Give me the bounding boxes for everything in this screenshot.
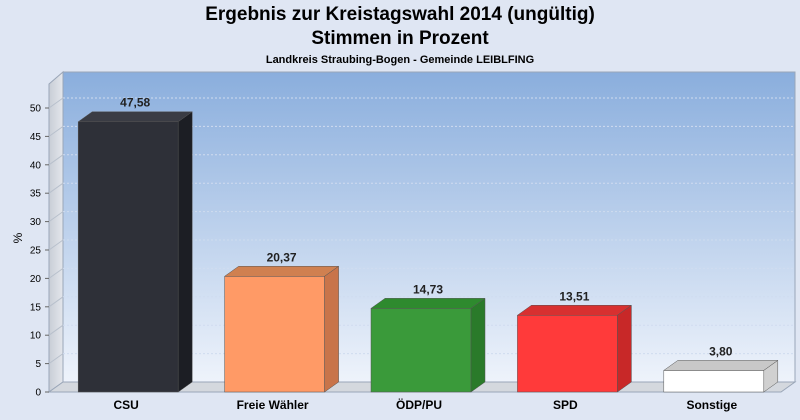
y-tick-label: 30	[30, 217, 42, 228]
bar-front	[77, 121, 179, 393]
gridline-side	[48, 125, 64, 137]
gridline-side	[48, 154, 64, 166]
bar-side	[177, 111, 193, 393]
x-tick-label: Freie Wähler	[237, 398, 309, 412]
chart-title-line2: Stimmen in Prozent	[311, 28, 489, 49]
bar-front	[224, 276, 325, 393]
gridline-side	[48, 296, 64, 308]
bar-side	[470, 297, 486, 393]
x-tick-label: SPD	[553, 398, 578, 412]
y-axis-ticks: 0 5 10 15 20 25 30 35 40 45 50	[30, 104, 49, 399]
x-axis-categories: CSU Freie Wähler ÖDP/PU SPD Sonstige	[114, 397, 738, 412]
bar-side	[324, 265, 339, 393]
gridline-side	[48, 324, 64, 336]
gridline-side	[48, 239, 64, 251]
chart-subtitle: Landkreis Straubing-Bogen - Gemeinde LEI…	[265, 54, 535, 66]
bar-side	[617, 304, 632, 393]
data-label: 14,73	[413, 282, 443, 296]
gridline-side	[48, 211, 64, 223]
y-tick-label: 40	[30, 160, 42, 171]
bars	[77, 111, 779, 393]
y-tick-label: 15	[30, 302, 42, 313]
data-label: 13,51	[559, 289, 589, 303]
bar	[77, 111, 193, 393]
bar-top	[663, 360, 779, 371]
x-tick-label: Sonstige	[686, 398, 737, 412]
bar-top	[223, 266, 340, 277]
y-tick-label: 0	[35, 388, 41, 399]
bar-front	[517, 315, 618, 393]
bar-front	[370, 308, 472, 393]
data-label: 20,37	[267, 250, 297, 264]
y-tick-label: 5	[35, 359, 41, 370]
chart-title-line1: Ergebnis zur Kreistagswahl 2014 (ungülti…	[205, 4, 595, 25]
gridline-side	[48, 353, 64, 365]
bar	[223, 265, 340, 393]
bar	[663, 359, 779, 393]
bar	[370, 297, 486, 393]
data-label: 47,58	[120, 96, 150, 110]
y-axis-label: %	[11, 232, 25, 243]
y-tick-label: 25	[30, 246, 42, 257]
bar-top	[77, 111, 193, 122]
y-tick-label: 50	[30, 104, 42, 115]
bar-front	[663, 370, 765, 393]
x-tick-label: ÖDP/PU	[396, 397, 442, 412]
gridline-side	[48, 97, 64, 109]
y-tick-label: 10	[30, 331, 42, 342]
bar-top	[516, 305, 633, 316]
x-tick-label: CSU	[114, 398, 139, 412]
gridline-side	[48, 182, 64, 194]
plot-side-wall	[48, 70, 64, 393]
y-tick-label: 35	[30, 189, 42, 200]
gridline-side	[48, 267, 64, 279]
data-label: 3,80	[709, 344, 733, 358]
bar-side	[763, 359, 779, 393]
bar	[516, 304, 633, 393]
y-tick-label: 20	[30, 274, 42, 285]
data-labels: 47,58 20,37 14,73 13,51 3,80	[120, 96, 733, 359]
bar-top	[370, 298, 486, 309]
y-tick-label: 45	[30, 132, 42, 143]
